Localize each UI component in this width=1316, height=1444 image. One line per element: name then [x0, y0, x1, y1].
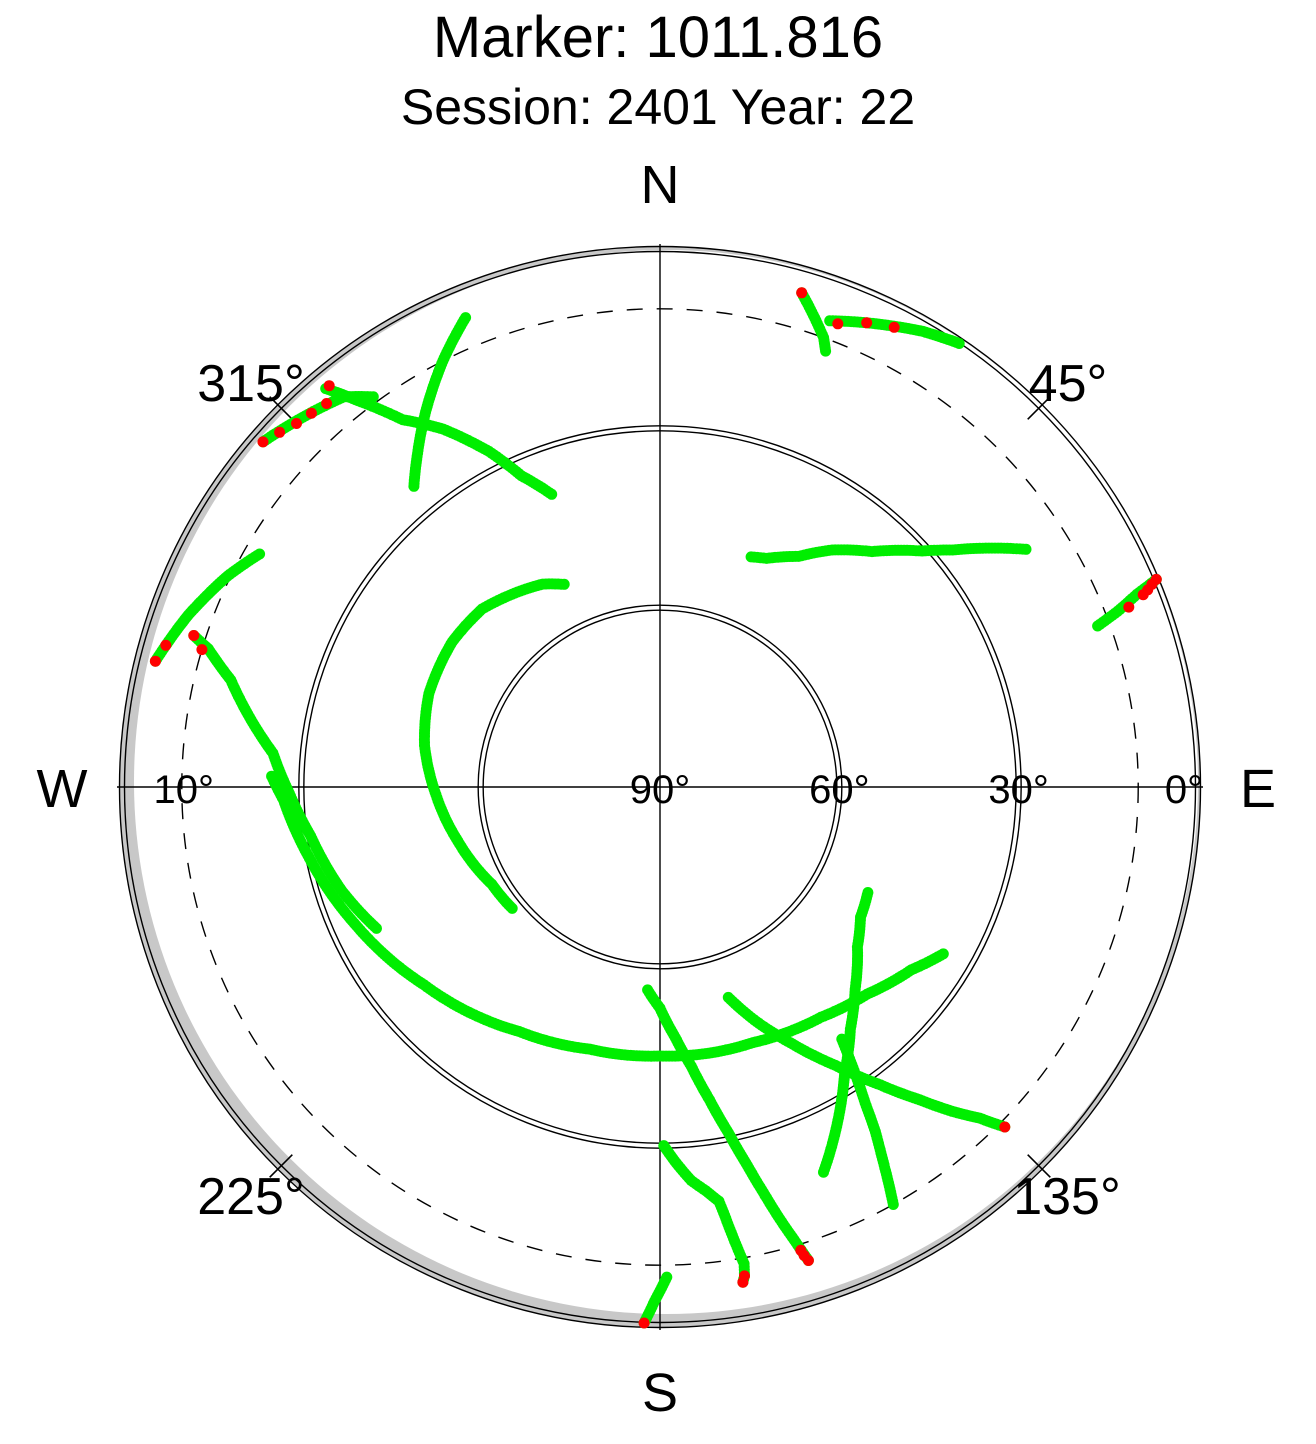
observation-point [254, 548, 266, 560]
flagged-point [638, 1317, 650, 1329]
satellite-tracks [149, 287, 1162, 1329]
flagged-point [257, 436, 269, 448]
observation-point [546, 488, 558, 500]
elevation-label: 30° [988, 768, 1049, 812]
flagged-point [323, 380, 335, 392]
observation-point [953, 338, 965, 349]
flagged-point [149, 655, 161, 667]
azimuth-tick [1027, 1154, 1051, 1178]
observation-point [408, 480, 420, 492]
observation-point [745, 551, 757, 563]
satellite-track [824, 315, 965, 349]
satellite-track [257, 391, 379, 448]
flagged-point [861, 317, 873, 329]
satellite-track [642, 984, 814, 1266]
azimuth-label: 135° [1013, 1168, 1121, 1226]
satellite-track [796, 287, 832, 357]
flagged-point [832, 318, 844, 330]
azimuth-label: 315° [197, 355, 305, 413]
chart-title: Marker: 1011.816 [432, 5, 884, 70]
azimuth-label: 225° [197, 1168, 305, 1226]
polar-grid [117, 244, 1203, 1330]
flagged-point [196, 644, 208, 656]
satellite-track [638, 1271, 673, 1329]
observation-point [266, 770, 278, 782]
flagged-point [188, 630, 200, 641]
cutoff-elevation-label: 10° [154, 768, 215, 812]
satellite-track [149, 548, 266, 667]
flagged-point [888, 321, 900, 333]
flagged-point [305, 407, 317, 419]
flagged-point [1123, 601, 1135, 613]
observation-point [558, 578, 570, 590]
azimuth-label: 45° [1029, 355, 1108, 413]
observation-point [722, 991, 734, 1003]
chart-subtitle: Session: 2401 Year: 22 [400, 79, 916, 135]
flagged-point [291, 418, 302, 429]
observation-point [862, 887, 874, 898]
azimuth-tick [269, 1154, 293, 1178]
cardinal-label-east: E [1240, 759, 1276, 819]
flagged-point [795, 1244, 807, 1256]
satellite-track [722, 991, 1011, 1133]
satellite-track [745, 542, 1032, 564]
flagged-point [321, 398, 333, 409]
flagged-point [274, 426, 286, 438]
sky-area [134, 250, 1198, 1314]
cardinal-label-south: S [642, 1363, 678, 1423]
satellite-track [266, 770, 949, 1062]
observation-point [642, 984, 654, 996]
elevation-label: 0° [1165, 768, 1203, 812]
flagged-point [1137, 589, 1149, 601]
elevation-label: 60° [809, 768, 870, 812]
flagged-point [737, 1276, 749, 1288]
elevation-label: 90° [630, 768, 691, 812]
azimuth-tick [1027, 396, 1051, 420]
observation-point [820, 345, 832, 357]
satellite-track [836, 1033, 899, 1210]
satellite-track [408, 312, 472, 492]
satellite-track [658, 1140, 750, 1288]
axis-labels: N S W E 45° 135° 225° 315° 90° 60° 30° 0° 10° [37, 155, 1277, 1423]
satellite-track [188, 630, 382, 934]
azimuth-tick [269, 396, 293, 420]
satellite-track [818, 887, 874, 1178]
observation-point [1092, 620, 1104, 632]
satellite-track [1092, 573, 1162, 632]
cardinal-label-north: N [641, 155, 680, 215]
flagged-point [796, 287, 808, 299]
flagged-point [999, 1121, 1011, 1133]
satellite-track [418, 578, 570, 914]
observation-point [661, 1271, 673, 1283]
cardinal-label-west: W [37, 759, 88, 819]
flagged-point [160, 639, 172, 651]
